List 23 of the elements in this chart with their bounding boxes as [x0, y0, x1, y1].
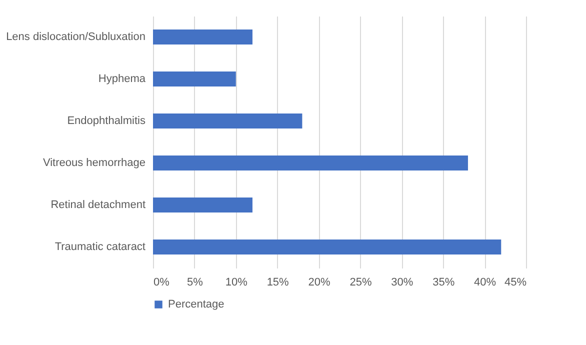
y-tick-label: Vitreous hemorrhage [42, 157, 146, 169]
legend-label: Percentage [168, 298, 224, 310]
y-tick-label: Lens dislocation/Subluxation [6, 31, 146, 43]
bar [153, 239, 502, 255]
x-tick-label: 5% [186, 276, 204, 288]
x-tick-label: 15% [266, 276, 290, 288]
bar [153, 71, 236, 87]
x-tick-label: 35% [432, 276, 455, 288]
x-tick-label: 25% [350, 276, 372, 288]
bar [153, 113, 302, 129]
y-tick-label: Traumatic cataract [54, 241, 146, 253]
bar [153, 29, 252, 45]
x-tick-label: 30% [391, 276, 414, 288]
bar [153, 197, 252, 213]
bar [153, 155, 468, 171]
x-tick-label: 40% [474, 276, 496, 288]
x-tick-label: 45% [504, 276, 527, 288]
x-tick-label: 10% [225, 276, 248, 288]
y-tick-label: Hyphema [98, 73, 146, 85]
x-tick-label: 20% [308, 276, 330, 288]
y-tick-label: Endophthalmitis [67, 115, 146, 127]
x-tick-label: 0% [154, 276, 170, 288]
y-tick-label: Retinal detachment [50, 199, 146, 211]
